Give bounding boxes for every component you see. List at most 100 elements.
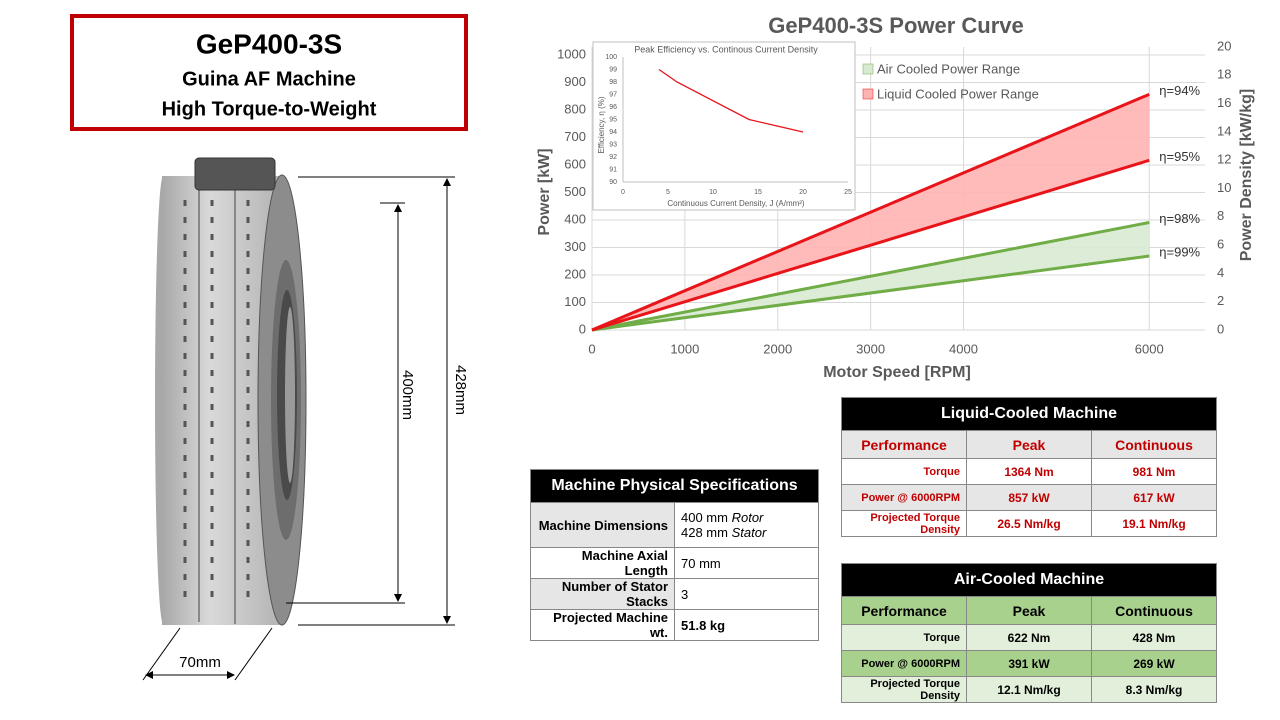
data-cell: 617 kW — [1091, 484, 1217, 511]
spec-label: Number of Stator Stacks — [530, 578, 675, 610]
y2-tick-label: 12 — [1217, 152, 1231, 167]
tagline: High Torque-to-Weight — [162, 98, 377, 120]
efficiency-line — [658, 68, 804, 133]
y-tick-label: 99 — [609, 66, 617, 73]
spec-value: 400 mm Rotor 428 mm Stator — [674, 502, 819, 548]
header-cell: Performance — [841, 596, 967, 625]
y-axis-label: Efficiency, η (%) — [597, 96, 606, 153]
y2-tick-label: 6 — [1217, 237, 1224, 252]
stator-dimension: 428mm — [452, 365, 469, 415]
dimension-lines — [142, 176, 455, 681]
spec-line: 400 mm Rotor — [681, 510, 812, 525]
spec-amount: 428 mm — [681, 525, 728, 540]
x-tick-label: 6000 — [1135, 341, 1164, 356]
y-tick-label: 100 — [564, 294, 586, 309]
x-tick-label: 0 — [588, 341, 595, 356]
data-row: Projected Torque Density 12.1 Nm/kg 8.3 Nm… — [841, 676, 1217, 703]
data-cell: Projected Torque Density — [841, 510, 967, 537]
x-tick-label: 5 — [666, 189, 670, 196]
table-title: Machine Physical Specifications — [530, 469, 819, 503]
spec-amount: 400 mm — [681, 510, 728, 525]
data-row: Torque 1364 Nm 981 Nm — [841, 458, 1217, 485]
range-line — [591, 254, 1150, 332]
table-title: Liquid-Cooled Machine — [841, 397, 1217, 431]
data-cell: 8.3 Nm/kg — [1091, 676, 1217, 703]
data-row: Projected Torque Density 26.5 Nm/kg 19.1 N… — [841, 510, 1217, 537]
y2-tick-label: 2 — [1217, 293, 1224, 308]
spec-value: 70 mm — [674, 547, 819, 579]
y2-tick-label: 16 — [1217, 95, 1231, 110]
spec-row: Projected Machine wt. 51.8 kg — [530, 609, 819, 641]
y-tick-label: 700 — [564, 129, 586, 144]
liq-table: Liquid-Cooled Machine Performance Peak Cont… — [841, 397, 1217, 537]
y-tick-label: 90 — [609, 179, 617, 186]
y-tick-label: 94 — [609, 129, 617, 136]
x-tick-label: 25 — [844, 189, 852, 196]
y-tick-label: 91 — [609, 166, 617, 173]
data-cell: 19.1 Nm/kg — [1091, 510, 1217, 537]
legend-swatch — [862, 63, 874, 75]
x-tick-label: 20 — [799, 189, 807, 196]
data-cell: 269 kW — [1091, 650, 1217, 677]
range-line — [591, 158, 1150, 332]
spec-label: Machine Dimensions — [530, 502, 675, 548]
y-tick-label: 97 — [609, 91, 617, 98]
legend-label: Liquid Cooled Power Range — [877, 86, 1039, 101]
spec-label: Machine Axial Length — [530, 547, 675, 579]
data-cell: 981 Nm — [1091, 458, 1217, 485]
y2-tick-label: 10 — [1217, 180, 1231, 195]
spec-row: Machine Dimensions 400 mm Rotor 428 mm Sta… — [530, 502, 819, 548]
y2-tick-label: 8 — [1217, 208, 1224, 223]
table-title: Air-Cooled Machine — [841, 563, 1217, 597]
spec-row: Machine Axial Length 70 mm — [530, 547, 819, 579]
data-row: Torque 622 Nm 428 Nm — [841, 624, 1217, 651]
data-row: Power @ 6000RPM 391 kW 269 kW — [841, 650, 1217, 677]
y-tick-label: 93 — [609, 141, 617, 148]
data-cell: Power @ 6000RPM — [841, 650, 967, 677]
chart-title: GeP400-3S Power Curve — [768, 13, 1024, 38]
table-title-row: Air-Cooled Machine — [841, 563, 1217, 597]
efficiency-label: η=95% — [1159, 149, 1200, 164]
x-tick-label: 0 — [621, 189, 625, 196]
subtitle: Guina AF Machine — [182, 68, 356, 90]
x-tick-label: 15 — [754, 189, 762, 196]
y-tick-label: 98 — [609, 79, 617, 86]
y-tick-label: 100 — [605, 54, 617, 61]
data-cell: Torque — [841, 458, 967, 485]
spec-label: Projected Machine wt. — [530, 609, 675, 641]
range-line — [591, 221, 1150, 332]
header-cell: Peak — [966, 430, 1092, 459]
y2-tick-label: 14 — [1217, 123, 1231, 138]
y-tick-label: 0 — [579, 321, 586, 336]
y-tick-label: 400 — [564, 211, 586, 226]
x-tick-label: 2000 — [763, 341, 792, 356]
data-row: Power @ 6000RPM 857 kW 617 kW — [841, 484, 1217, 511]
chart-title: Peak Efficiency vs. Continous Current De… — [634, 44, 818, 54]
header-cell: Peak — [966, 596, 1092, 625]
title-box — [70, 14, 468, 131]
y-tick-label: 600 — [564, 156, 586, 171]
spec-value: 51.8 kg — [674, 609, 819, 641]
y-tick-label: 92 — [609, 154, 617, 161]
efficiency-label: η=99% — [1159, 244, 1200, 259]
legend-swatch — [862, 88, 874, 100]
title: GeP400-3S — [196, 28, 342, 59]
y2-tick-label: 4 — [1217, 265, 1224, 280]
spec-value: 3 — [674, 578, 819, 610]
y-tick-label: 200 — [564, 266, 586, 281]
machine-drawing — [155, 157, 307, 626]
header-cell: Performance — [841, 430, 967, 459]
y-axis-label: Power [kW] — [536, 148, 553, 235]
table-title-row: Machine Physical Specifications — [530, 469, 819, 503]
legend-label: Air Cooled Power Range — [877, 61, 1020, 76]
y-tick-label: 1000 — [557, 46, 586, 61]
data-cell: 857 kW — [966, 484, 1092, 511]
data-cell: 391 kW — [966, 650, 1092, 677]
y-tick-label: 300 — [564, 239, 586, 254]
range-line — [591, 92, 1150, 332]
specs-table: Machine Physical Specifications Machine D… — [530, 469, 819, 641]
rotor-dimension: 400mm — [399, 370, 416, 420]
header-cell: Continuous — [1091, 430, 1217, 459]
header-cell: Continuous — [1091, 596, 1217, 625]
